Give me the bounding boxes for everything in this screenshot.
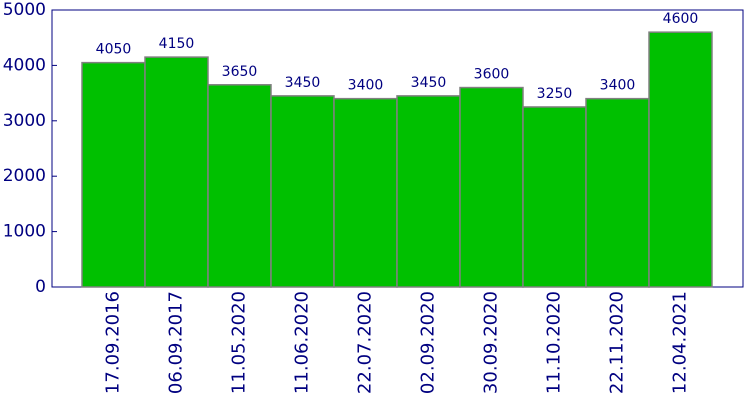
x-tick-label: 11.10.2020 (544, 291, 565, 394)
x-tick-label: 12.04.2021 (670, 291, 691, 394)
value-label: 4050 (96, 42, 132, 58)
value-label: 3600 (474, 67, 510, 83)
y-tick-label: 0 (35, 277, 46, 297)
x-tick-label: 11.05.2020 (229, 291, 250, 394)
x-tick-label: 22.07.2020 (355, 291, 376, 394)
y-tick-label: 2000 (3, 166, 46, 186)
y-tick-label: 1000 (3, 222, 46, 242)
x-tick-label: 02.09.2020 (418, 291, 439, 394)
value-label: 3400 (600, 78, 636, 94)
bar (522, 106, 587, 288)
bar (81, 61, 146, 288)
x-tick-label: 22.11.2020 (607, 291, 628, 394)
bar (459, 86, 524, 288)
y-tick-label: 5000 (3, 0, 46, 20)
bar (648, 31, 713, 288)
bar (396, 95, 461, 288)
x-tick-label: 17.09.2016 (103, 291, 124, 394)
bar (207, 84, 272, 288)
value-label: 3450 (411, 75, 447, 91)
y-tick-label: 4000 (3, 55, 46, 75)
bar (333, 97, 398, 288)
value-label: 3250 (537, 86, 573, 102)
value-label: 4600 (663, 11, 699, 27)
x-tick-label: 06.09.2017 (166, 291, 187, 394)
bar (270, 95, 335, 288)
bar (144, 56, 209, 288)
value-label: 3650 (222, 64, 258, 80)
value-label: 3400 (348, 78, 384, 94)
bar (585, 97, 650, 288)
x-tick-label: 11.06.2020 (292, 291, 313, 394)
y-tick-label: 3000 (3, 111, 46, 131)
x-tick-label: 30.09.2020 (481, 291, 502, 394)
value-label: 3450 (285, 75, 321, 91)
value-label: 4150 (159, 36, 195, 52)
